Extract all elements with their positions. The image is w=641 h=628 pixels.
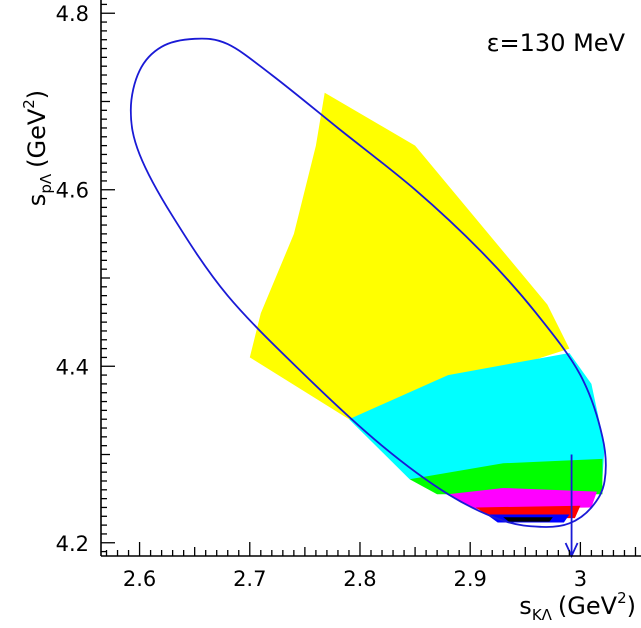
y-tick-label: 4.6: [56, 179, 89, 203]
x-axis-label-close: ): [627, 592, 636, 620]
x-tick-label: 3: [574, 567, 587, 591]
x-axis-label-unit: (GeV: [558, 592, 618, 620]
x-tick-label: 2.7: [233, 567, 266, 591]
x-tick-label: 2.8: [343, 567, 376, 591]
y-tick-label: 4.8: [56, 2, 89, 26]
energy-annotation: ε=130 MeV: [487, 29, 626, 57]
y-tick-label: 4.2: [56, 532, 89, 556]
x-axis-label-base: s: [519, 592, 532, 620]
x-tick-label: 2.6: [123, 567, 156, 591]
y-axis-label: spΛ (GeV2): [20, 90, 55, 206]
y-axis-label-base: s: [23, 194, 51, 207]
x-tick-label: 2.9: [453, 567, 486, 591]
y-axis-label-close: ): [23, 90, 51, 99]
region-black: [503, 517, 553, 522]
y-axis-label-unit: (GeV: [23, 108, 51, 168]
region-magenta: [448, 488, 597, 510]
dalitz-boundary-curve: [129, 37, 607, 528]
x-axis-label-sup: 2: [617, 589, 627, 607]
region-yellow: [249, 92, 570, 420]
x-axis-label: sKΛ (GeV2): [519, 589, 636, 624]
y-axis-label-sup: 2: [20, 99, 38, 109]
y-tick-label: 4.4: [56, 355, 89, 379]
x-axis-label-sub: KΛ: [532, 606, 553, 624]
axes: 2.6 2.7 2.8 2.9 3 4.2 4.4 4.6 4.8: [56, 0, 641, 591]
region-cyan: [349, 353, 605, 480]
y-axis-label-sub: pΛ: [37, 173, 55, 194]
heatmap-regions: [249, 92, 605, 523]
region-green: [409, 458, 603, 495]
